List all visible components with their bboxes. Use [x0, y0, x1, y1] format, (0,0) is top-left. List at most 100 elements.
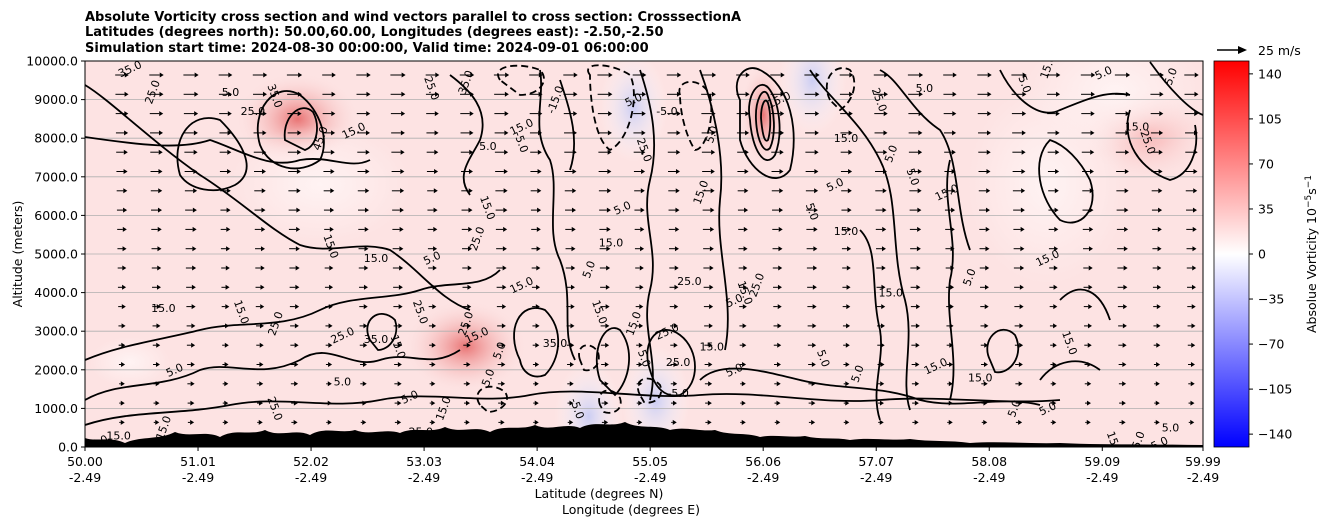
- x-tick-label-lon: -2.49: [1086, 470, 1118, 485]
- wind-vector-head: [158, 169, 163, 174]
- wind-vector-head: [1021, 130, 1026, 136]
- wind-vector-head: [502, 246, 507, 252]
- wind-vector-head: [675, 169, 680, 174]
- contour-label: 15.0: [699, 341, 724, 354]
- wind-vector-head: [1088, 284, 1093, 290]
- wind-vector-head: [779, 169, 784, 174]
- wind-vector-head: [431, 381, 436, 387]
- wind-vector-head: [604, 400, 609, 406]
- wind-vector-head: [191, 342, 196, 348]
- wind-vector-head: [158, 188, 163, 194]
- wind-vector-head: [879, 419, 884, 425]
- wind-vector-head: [710, 188, 715, 194]
- wind-vector-head: [431, 400, 436, 406]
- wind-vector-head: [813, 226, 818, 232]
- y-tick-label: 3000.0: [34, 324, 78, 339]
- x-axis-label-longitude: Longitude (degrees E): [562, 502, 700, 517]
- x-axis: 50.00-2.4951.01-2.4952.02-2.4953.03-2.49…: [67, 447, 1221, 485]
- wind-vector-head: [777, 323, 782, 329]
- wind-vector-head: [883, 149, 888, 155]
- contour-label: 5.0: [703, 124, 721, 145]
- wind-vector-head: [1054, 226, 1059, 232]
- wind-vector-head: [156, 342, 161, 348]
- wind-vector-head: [156, 304, 161, 310]
- wind-vector-head: [676, 130, 681, 136]
- wind-vector-head: [258, 400, 263, 406]
- wind-vector-head: [573, 72, 578, 78]
- wind-vector-head: [1121, 419, 1126, 425]
- contour-label: 5.0: [1005, 398, 1023, 419]
- wind-vector-head: [534, 400, 539, 406]
- wind-vector-head: [640, 188, 645, 194]
- wind-vector-head: [882, 188, 887, 194]
- wind-vector-head: [538, 91, 543, 97]
- wind-vector-head: [605, 284, 610, 290]
- wind-vector-head: [710, 169, 715, 174]
- wind-vector-head: [777, 342, 782, 348]
- contour-label: 35.0: [543, 337, 568, 350]
- contour-line: [1149, 61, 1203, 116]
- wind-vector-head: [1021, 169, 1026, 174]
- contour-line: [986, 328, 1020, 373]
- wind-vector-head: [916, 265, 921, 271]
- wind-vector-head: [778, 207, 783, 213]
- wind-vector-head: [880, 323, 885, 329]
- x-tick-label-lon: -2.49: [295, 470, 327, 485]
- contour-line: [598, 389, 622, 414]
- contour-label-text: 15.0: [599, 236, 624, 249]
- wind-vector-head: [295, 246, 300, 252]
- contour-line: [85, 136, 371, 165]
- wind-vector-head: [639, 304, 644, 310]
- wind-vector-head: [847, 226, 852, 232]
- wind-vector-head: [985, 246, 990, 252]
- wind-vector-head: [743, 226, 748, 232]
- wind-vector-head: [845, 381, 850, 387]
- wind-vector-head: [124, 72, 129, 78]
- wind-vector-head: [883, 111, 888, 117]
- wind-vector-head: [815, 111, 820, 117]
- wind-vector-head: [366, 72, 371, 78]
- wind-vector-head: [120, 400, 125, 406]
- vorticity-near-zero: [89, 337, 170, 388]
- wind-vector-head: [327, 400, 332, 406]
- wind-vector-head: [538, 72, 543, 78]
- quiver-key-arrowhead: [1238, 46, 1247, 54]
- wind-vector-head: [813, 265, 818, 271]
- wind-vector-head: [262, 130, 267, 136]
- wind-vector-head: [571, 207, 576, 213]
- wind-vector-head: [467, 284, 472, 290]
- wind-vector-head: [571, 246, 576, 252]
- wind-vector-head: [745, 91, 750, 97]
- wind-vector-head: [641, 130, 646, 136]
- horizontal-grid: [85, 99, 1203, 409]
- wind-vector-head: [466, 362, 471, 367]
- wind-vector-head: [571, 226, 576, 232]
- contour-line: [578, 344, 600, 372]
- wind-vector-head: [192, 246, 197, 252]
- contour-line: [1038, 138, 1094, 224]
- wind-vector-head: [538, 111, 543, 117]
- contour-label-text: 5.0: [849, 363, 867, 384]
- vorticity-minimum: [599, 61, 668, 163]
- contour-label: -5.0: [656, 105, 677, 118]
- wind-vector-head: [123, 169, 128, 174]
- contour-line: [595, 327, 630, 397]
- contour-label-text: 5.0: [222, 86, 240, 99]
- terrain-ground: [85, 422, 1203, 447]
- wind-vector-head: [328, 323, 333, 329]
- wind-vector-head: [814, 130, 819, 136]
- contour-label: 5.0: [334, 375, 352, 388]
- wind-vector-head: [465, 419, 470, 425]
- wind-vector-head: [1054, 207, 1059, 213]
- wind-vector-head: [435, 72, 440, 78]
- wind-vector-head: [984, 342, 989, 348]
- wind-vector-head: [708, 323, 713, 329]
- colorbar-tick-label: 0: [1258, 247, 1266, 262]
- wind-vector-head: [949, 362, 954, 367]
- vorticity-near-zero: [230, 124, 411, 245]
- wind-vector-head: [401, 91, 406, 97]
- contour-label-text: 5.0: [479, 367, 497, 388]
- wind-vector-head: [780, 91, 785, 97]
- wind-vector-head: [918, 149, 923, 155]
